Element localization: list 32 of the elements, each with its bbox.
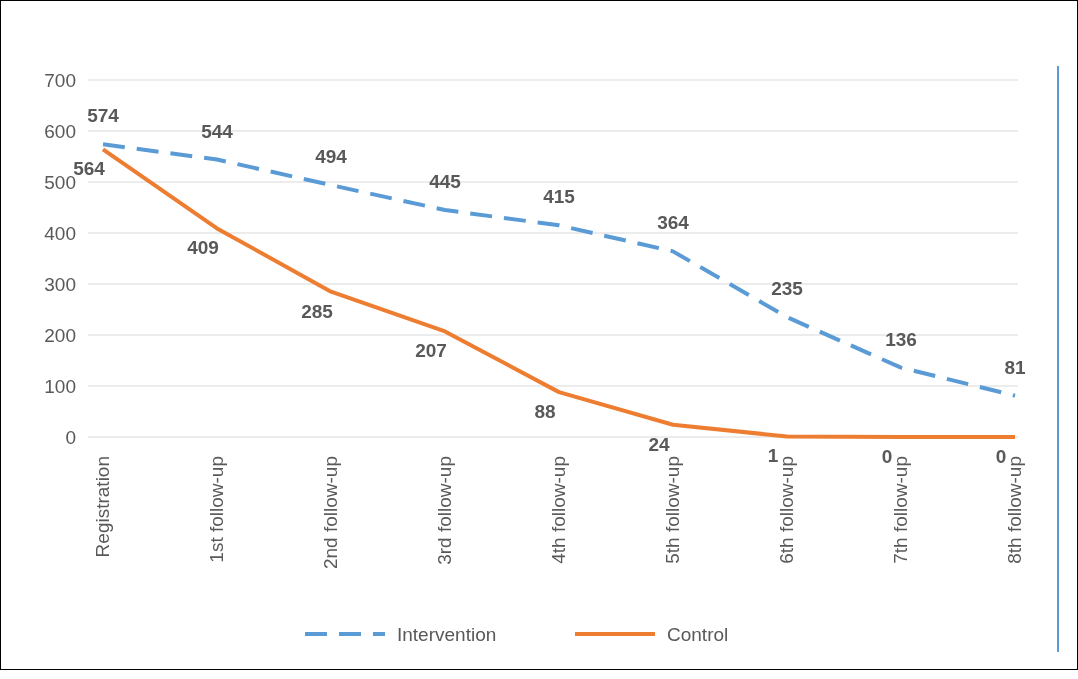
data-label: 24	[648, 433, 670, 455]
y-tick-label: 0	[65, 427, 76, 448]
y-tick-label: 100	[44, 376, 76, 397]
data-label: 235	[771, 278, 804, 300]
data-label: 409	[187, 237, 219, 259]
data-label: 544	[201, 120, 234, 142]
x-tick-label: 4th follow-up	[548, 456, 569, 564]
legend-label: Intervention	[397, 624, 497, 645]
data-label: 81	[1004, 356, 1026, 378]
legend-label: Control	[667, 624, 729, 645]
y-tick-label: 400	[44, 223, 76, 244]
x-tick-label: 1st follow-up	[206, 456, 227, 563]
data-label: 494	[315, 146, 348, 168]
data-label: 445	[429, 171, 462, 193]
y-tick-label: 300	[44, 274, 76, 295]
y-tick-label: 600	[44, 121, 76, 142]
data-label: 285	[301, 300, 334, 322]
x-tick-label: 5th follow-up	[662, 456, 683, 564]
y-tick-label: 700	[44, 70, 76, 91]
data-label: 415	[543, 186, 576, 208]
data-label: 0	[881, 446, 893, 467]
x-tick-label: 2nd follow-up	[320, 456, 341, 570]
data-label: 1	[767, 445, 779, 467]
data-label: 364	[657, 212, 690, 234]
data-label: 207	[415, 340, 447, 362]
x-tick-label: Registration	[92, 456, 113, 558]
data-label: 136	[885, 328, 917, 350]
x-tick-label: 3rd follow-up	[434, 456, 455, 565]
data-label: 574	[87, 105, 120, 127]
data-label: 88	[534, 401, 556, 423]
y-tick-label: 200	[44, 325, 76, 346]
data-label: 0	[995, 446, 1007, 467]
